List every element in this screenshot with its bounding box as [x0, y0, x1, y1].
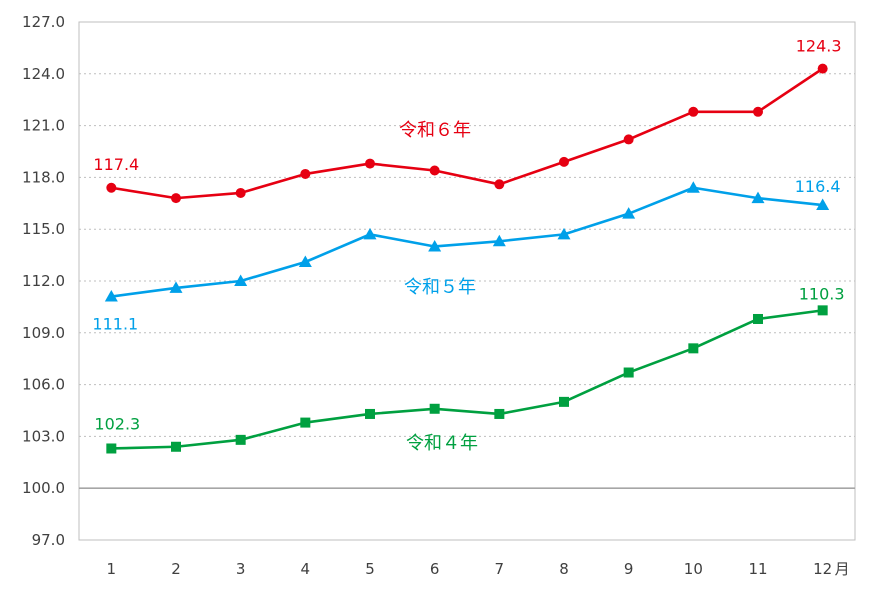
data-point-circle [365, 158, 375, 169]
x-tick-label: 5 [365, 560, 375, 578]
y-tick-label: 124.0 [22, 65, 65, 83]
y-axis-ticks: 97.0 100.0 103.0 106.0 109.0 112.0 115.0 118.0 1… [22, 13, 65, 549]
x-tick-label: 3 [236, 560, 246, 578]
data-label: 110.3 [799, 284, 845, 303]
y-tick-label: 109.0 [22, 324, 65, 342]
x-tick-label: 11 [748, 560, 767, 578]
data-point-triangle [169, 281, 183, 293]
data-point-triangle [816, 198, 830, 211]
data-point-circle [106, 182, 117, 193]
data-point-circle [171, 193, 181, 204]
x-tick-label: 9 [624, 560, 634, 578]
x-tick-label: 7 [495, 560, 505, 578]
x-tick-label: 4 [301, 560, 311, 578]
series-line [111, 309, 823, 450]
y-tick-label: 100.0 [22, 479, 65, 497]
data-point-circle [559, 156, 569, 167]
data-point-circle [688, 106, 699, 117]
series-line [111, 186, 823, 298]
data-point-triangle [104, 290, 118, 302]
series-line [111, 67, 824, 200]
x-tick-label: 8 [559, 560, 569, 578]
y-tick-label: 121.0 [22, 117, 65, 135]
data-label: 102.3 [94, 414, 140, 433]
data-point-circle [300, 168, 311, 179]
series-name-label: 令和５年 [404, 277, 476, 298]
y-tick-label: 115.0 [22, 220, 65, 238]
x-tick-label: 12 [813, 560, 832, 578]
data-point-square [235, 434, 246, 445]
data-point-triangle [363, 227, 377, 240]
data-point-triangle [622, 207, 636, 219]
data-point-square [429, 403, 440, 414]
data-point-triangle [557, 227, 571, 240]
series-group: 117.4 124.3 令和６年 111.1 116.4 令和５年 102.3 110.3 令和… [92, 37, 844, 454]
series-1: 117.4 124.3 令和６年 [93, 37, 842, 204]
series-name-label: 令和４年 [406, 433, 478, 454]
y-tick-label: 103.0 [22, 427, 65, 445]
data-point-circle [429, 165, 440, 176]
data-point-circle [235, 187, 246, 198]
data-point-circle [753, 106, 763, 117]
data-label: 116.4 [795, 177, 841, 196]
data-point-triangle [298, 255, 312, 268]
data-point-circle [817, 63, 828, 74]
y-tick-label: 106.0 [22, 376, 65, 394]
data-label: 111.1 [92, 315, 138, 334]
data-point-circle [623, 134, 634, 145]
data-point-square [559, 396, 569, 407]
x-tick-label: 1 [107, 560, 117, 578]
data-point-square [817, 305, 828, 316]
data-label: 117.4 [93, 155, 139, 174]
data-point-square [365, 408, 375, 419]
data-point-square [494, 408, 505, 419]
data-point-square [171, 441, 181, 452]
data-point-square [688, 343, 699, 354]
x-axis-ticks: 1 2 3 4 5 6 7 8 9 10 11 12 月 [107, 560, 850, 578]
x-unit-label: 月 [835, 560, 850, 578]
data-point-triangle [686, 181, 700, 193]
series-2: 111.1 116.4 令和５年 [92, 177, 840, 334]
data-point-triangle [428, 239, 442, 252]
data-point-circle [494, 179, 505, 190]
data-point-square [106, 443, 117, 454]
y-tick-label: 127.0 [22, 13, 65, 31]
data-point-square [300, 417, 311, 428]
y-tick-label: 112.0 [22, 272, 65, 290]
data-point-triangle [492, 234, 506, 247]
y-tick-label: 118.0 [22, 168, 65, 186]
x-tick-label: 2 [171, 560, 181, 578]
data-point-triangle [751, 191, 765, 204]
data-point-triangle [234, 274, 248, 286]
data-point-square [623, 367, 634, 378]
series-3: 102.3 110.3 令和４年 [94, 284, 844, 454]
y-tick-label: 97.0 [32, 531, 65, 549]
data-label: 124.3 [796, 37, 842, 56]
x-tick-label: 6 [430, 560, 440, 578]
data-point-square [753, 313, 763, 324]
series-name-label: 令和６年 [399, 120, 471, 141]
x-tick-label: 10 [684, 560, 703, 578]
